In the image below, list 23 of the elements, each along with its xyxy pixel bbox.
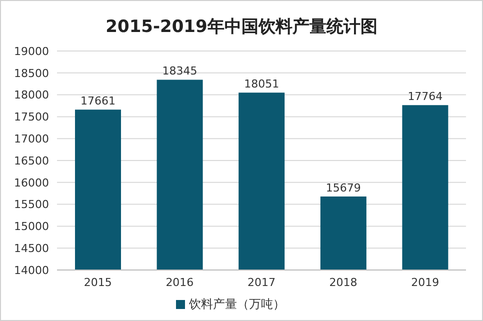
x-tick-label: 2017 xyxy=(248,276,276,289)
data-label: 18051 xyxy=(244,78,280,91)
y-tick-label: 18000 xyxy=(14,88,49,102)
x-tick-label: 2015 xyxy=(84,276,112,289)
y-tick-label: 14000 xyxy=(14,264,49,277)
y-tick-label: 16500 xyxy=(14,154,49,168)
data-label: 17764 xyxy=(408,90,443,104)
y-tick-label: 16000 xyxy=(14,176,49,190)
y-tick-label: 17500 xyxy=(14,110,49,124)
x-tick-label: 2016 xyxy=(166,276,194,289)
chart-title: 2015-2019年中国饮料产量统计图 xyxy=(106,17,378,37)
y-tick-label: 19000 xyxy=(14,44,49,58)
data-label: 18345 xyxy=(162,64,198,78)
y-tick-label: 15000 xyxy=(14,220,49,234)
data-label: 17661 xyxy=(80,94,116,108)
x-tick-label: 2018 xyxy=(329,276,358,289)
legend-label: 饮料产量（万吨） xyxy=(189,297,285,311)
x-tick-label: 2019 xyxy=(411,276,440,289)
data-label: 15679 xyxy=(326,181,361,194)
y-tick-label: 17000 xyxy=(14,132,49,146)
y-tick-label: 18500 xyxy=(14,66,49,80)
y-tick-label: 14500 xyxy=(14,242,49,256)
y-tick-label: 15500 xyxy=(14,198,49,212)
